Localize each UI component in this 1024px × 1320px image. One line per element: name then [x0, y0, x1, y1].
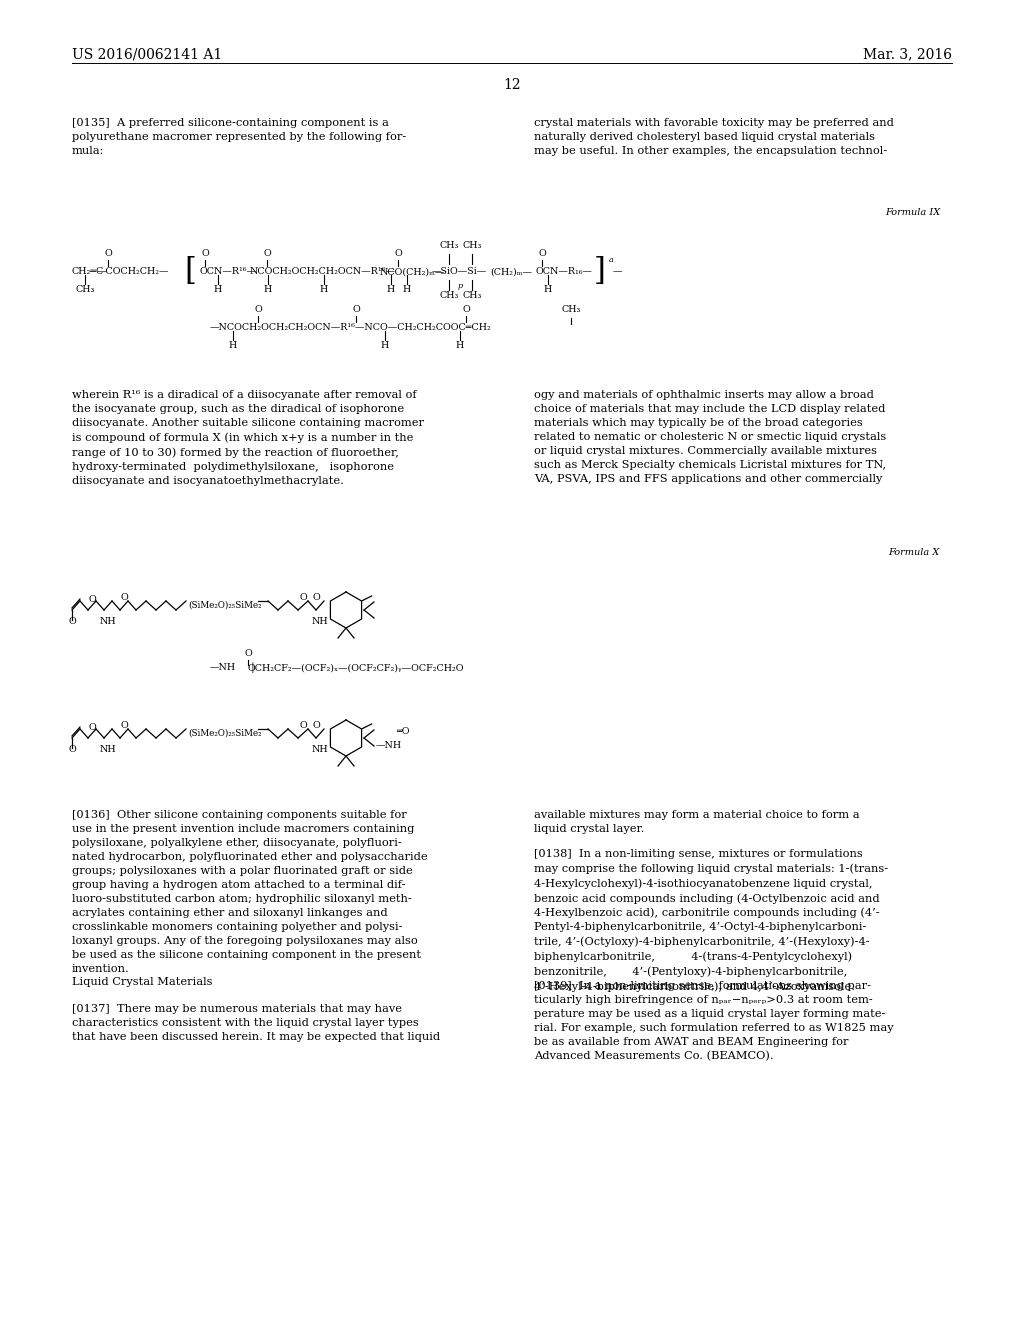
Text: OCH₂CF₂—(OCF₂)ₓ—(OCF₂CF₂)ᵧ—OCF₂CH₂O: OCH₂CF₂—(OCF₂)ₓ—(OCF₂CF₂)ᵧ—OCF₂CH₂O	[248, 664, 465, 672]
Text: available mixtures may form a material choice to form a
liquid crystal layer.: available mixtures may form a material c…	[534, 810, 859, 834]
Text: US 2016/0062141 A1: US 2016/0062141 A1	[72, 48, 222, 61]
Text: H: H	[456, 342, 464, 351]
Text: O: O	[539, 249, 546, 259]
Text: —SiO—Si—: —SiO—Si—	[432, 268, 487, 276]
Text: O: O	[254, 305, 262, 314]
Text: 12: 12	[503, 78, 521, 92]
Text: Mar. 3, 2016: Mar. 3, 2016	[863, 48, 952, 61]
Text: NH: NH	[99, 618, 117, 627]
Text: O: O	[201, 249, 209, 259]
Text: (CH₂)ₘ—: (CH₂)ₘ—	[490, 268, 532, 276]
Text: CH₃: CH₃	[561, 305, 581, 314]
Text: O: O	[244, 649, 252, 659]
Text: (SiMe₂O)₂₅SiMe₂: (SiMe₂O)₂₅SiMe₂	[188, 729, 261, 738]
Text: H: H	[229, 342, 238, 351]
Text: OCN—R₁₆—: OCN—R₁₆—	[535, 268, 592, 276]
Text: NCO(CH₂)ₘ—: NCO(CH₂)ₘ—	[380, 268, 445, 276]
Text: O: O	[462, 305, 470, 314]
Text: —NCOCH₂OCH₂CH₂OCN—R¹⁶—NCO—CH₂CH₂COOC═CH₂: —NCOCH₂OCH₂CH₂OCN—R¹⁶—NCO—CH₂CH₂COOC═CH₂	[210, 323, 492, 333]
Text: O: O	[352, 305, 359, 314]
Text: H: H	[214, 285, 222, 294]
Text: OCN—R¹⁶—: OCN—R¹⁶—	[200, 268, 257, 276]
Text: O: O	[120, 593, 128, 602]
Text: O: O	[263, 249, 271, 259]
Text: Liquid Crystal Materials: Liquid Crystal Materials	[72, 977, 213, 987]
Text: wherein R¹⁶ is a diradical of a diisocyanate after removal of
the isocyanate gro: wherein R¹⁶ is a diradical of a diisocya…	[72, 389, 424, 486]
Text: crystal materials with favorable toxicity may be preferred and
naturally derived: crystal materials with favorable toxicit…	[534, 117, 894, 156]
Text: CH₃: CH₃	[462, 242, 481, 251]
Text: [0139]  In a non-limiting sense, formulations showing par-
ticularly high birefr: [0139] In a non-limiting sense, formulat…	[534, 981, 894, 1061]
Text: CH₃: CH₃	[439, 292, 459, 301]
Text: —: —	[613, 268, 623, 276]
Text: NH: NH	[311, 618, 329, 627]
Text: [: [	[184, 256, 196, 288]
Text: [0138]  In a non-limiting sense, mixtures or formulations
may comprise the follo: [0138] In a non-limiting sense, mixtures…	[534, 849, 888, 991]
Text: O: O	[69, 746, 76, 755]
Text: O: O	[312, 721, 319, 730]
Text: O: O	[69, 618, 76, 627]
Text: [0135]  A preferred silicone-containing component is a
polyurethane macromer rep: [0135] A preferred silicone-containing c…	[72, 117, 407, 156]
Text: Formula X: Formula X	[889, 548, 940, 557]
Text: ═O: ═O	[396, 727, 410, 737]
Text: (SiMe₂O)₂₅SiMe₂: (SiMe₂O)₂₅SiMe₂	[188, 601, 261, 610]
Text: ]: ]	[594, 256, 606, 288]
Text: Formula IX: Formula IX	[885, 209, 940, 216]
Text: O: O	[299, 593, 307, 602]
Text: O: O	[88, 595, 96, 605]
Text: │: │	[238, 663, 256, 673]
Text: [0136]  Other silicone containing components suitable for
use in the present inv: [0136] Other silicone containing compone…	[72, 810, 428, 974]
Text: O: O	[299, 721, 307, 730]
Text: CH₃: CH₃	[76, 285, 94, 293]
Text: H: H	[387, 285, 395, 294]
Text: —NH: —NH	[210, 664, 237, 672]
Text: ogy and materials of ophthalmic inserts may allow a broad
choice of materials th: ogy and materials of ophthalmic inserts …	[534, 389, 886, 484]
Text: p: p	[458, 282, 463, 290]
Text: CH₂═C: CH₂═C	[72, 268, 104, 276]
Text: H: H	[381, 342, 389, 351]
Text: H: H	[544, 285, 552, 294]
Text: O: O	[394, 249, 401, 259]
Text: NH: NH	[99, 746, 117, 755]
Text: H: H	[319, 285, 328, 294]
Text: O: O	[104, 249, 112, 259]
Text: —COCH₂CH₂—: —COCH₂CH₂—	[97, 268, 170, 276]
Text: NCOCH₂OCH₂CH₂OCN—R¹⁶—: NCOCH₂OCH₂CH₂OCN—R¹⁶—	[250, 268, 396, 276]
Text: CH₃: CH₃	[439, 242, 459, 251]
Text: H: H	[402, 285, 411, 294]
Text: O: O	[312, 593, 319, 602]
Text: NH: NH	[311, 746, 329, 755]
Text: CH₃: CH₃	[462, 292, 481, 301]
Text: a: a	[609, 256, 613, 264]
Text: [0137]  There may be numerous materials that may have
characteristics consistent: [0137] There may be numerous materials t…	[72, 1005, 440, 1041]
Text: —NH: —NH	[376, 742, 402, 751]
Text: O: O	[120, 721, 128, 730]
Text: O: O	[88, 723, 96, 733]
Text: H: H	[264, 285, 272, 294]
